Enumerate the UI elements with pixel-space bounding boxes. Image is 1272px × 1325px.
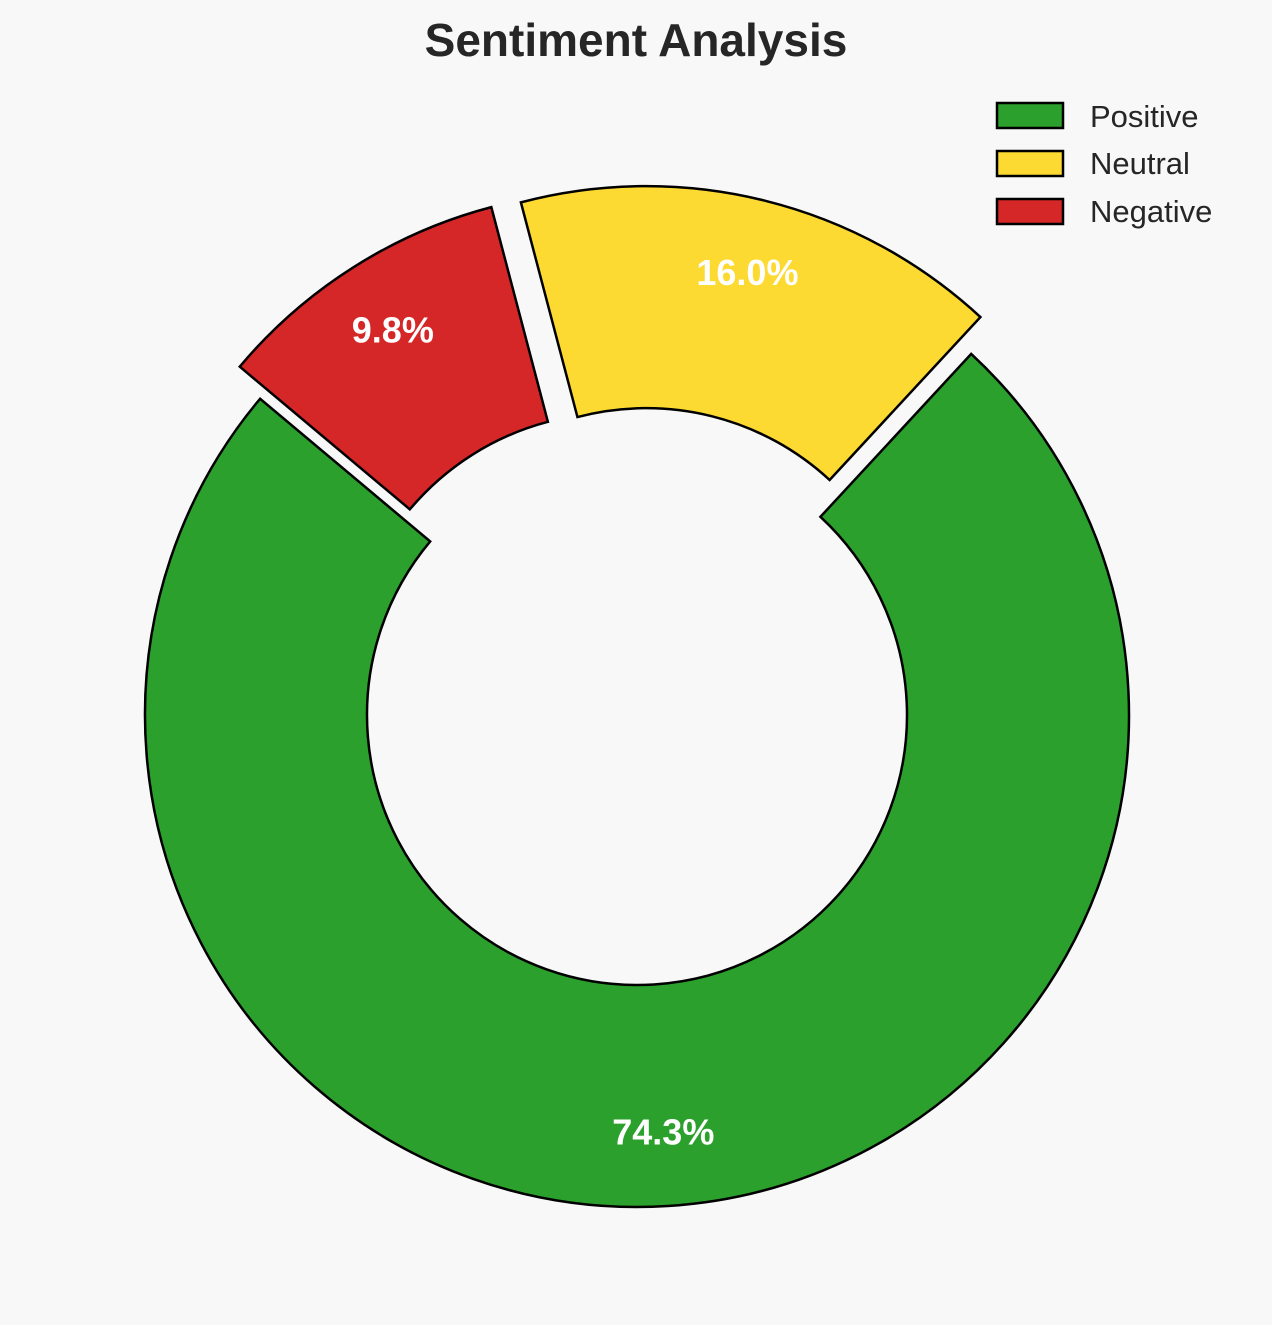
legend-swatch-neutral [995,149,1065,178]
slice-negative [237,205,550,512]
chart-title: Sentiment Analysis [425,14,848,66]
legend-swatch-negative [995,197,1065,226]
slice-positive [143,352,1131,1209]
slice-label-positive: 74.3% [612,1112,714,1153]
donut-slices [143,184,1131,1209]
slice-label-neutral: 16.0% [696,252,798,293]
slice-label-negative: 9.8% [352,309,434,350]
legend: Positive Neutral Negative [995,99,1212,229]
legend-swatch-positive [995,101,1065,130]
slice-labels: 74.3% 16.0% 9.8% [352,252,799,1153]
legend-label-positive: Positive [1090,99,1199,134]
legend-label-negative: Negative [1090,194,1212,229]
slice-neutral [519,184,983,482]
legend-label-neutral: Neutral [1090,146,1190,181]
